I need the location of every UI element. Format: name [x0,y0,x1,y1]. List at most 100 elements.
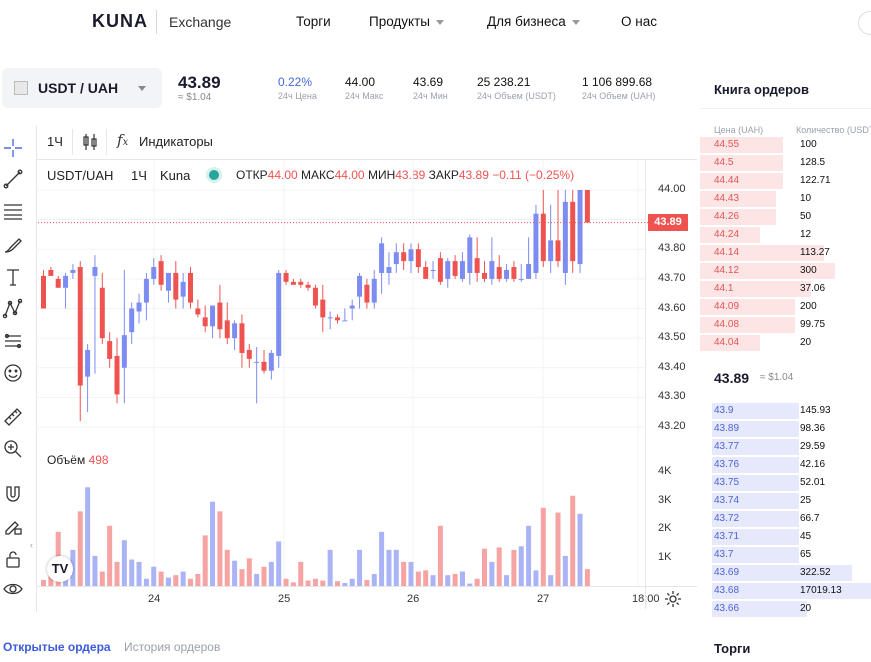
ask-row[interactable]: 44.04 20 [700,334,871,352]
volume-bar [305,580,311,586]
candle-body [210,305,216,327]
order-quantity: 300 [800,265,817,276]
bid-row[interactable]: 43.75 52.01 [712,474,871,492]
depth-bar [712,439,800,455]
candle-body [474,258,480,273]
candle-body [357,275,363,297]
ask-row[interactable]: 44.43 10 [700,190,871,208]
volume-bar [511,549,517,586]
orderbook-qty-header: Количество (USDT) [796,125,871,135]
toolbar-divider [36,126,37,612]
lock-icon[interactable] [0,546,26,572]
ask-row[interactable]: 44.1 37.06 [700,280,871,298]
candle-body [136,302,142,312]
fib-tool-icon[interactable] [0,198,26,224]
order-quantity: 122.71 [800,175,831,186]
depth-bar [700,317,796,333]
bid-row[interactable]: 43.7 65 [712,546,871,564]
toolbar-bottom-border [37,159,697,160]
ask-row[interactable]: 44.24 12 [700,226,871,244]
ask-row[interactable]: 44.09 200 [700,298,871,316]
bid-row[interactable]: 43.77 29.59 [712,438,871,456]
kuna-logo[interactable]: KUNA [92,11,148,31]
order-price: 44.12 [714,265,740,276]
tab-order-history[interactable]: История ордеров [124,640,221,654]
bid-row[interactable]: 43.76 42.16 [712,456,871,474]
magnet-icon[interactable] [0,481,26,507]
bid-row[interactable]: 43.71 45 [712,528,871,546]
ask-row[interactable]: 44.12 300 [700,262,871,280]
tab-open-orders[interactable]: Открытые ордера [3,640,111,654]
orderbook-title: Книга ордеров [714,82,809,97]
bid-row[interactable]: 43.9 145.93 [712,402,871,420]
candle-body [452,261,458,276]
order-price: 44.26 [714,211,740,222]
pair-selector[interactable] [2,68,162,108]
candle-body [467,237,473,273]
volume-bar [379,531,385,586]
candle-body [77,267,83,386]
order-price: 43.72 [714,513,740,524]
order-quantity: 99.75 [800,319,826,330]
bid-row[interactable]: 43.68 17019.13 [712,582,871,600]
candle-body [114,355,120,395]
eye-icon[interactable] [0,576,26,602]
nav-about[interactable]: О нас [621,14,657,29]
legend-ohlc: ОТКР44.00 МАКС44.00 МИН43.89 ЗАКР43.89 −… [236,168,574,182]
ask-row[interactable]: 44.5 128.5 [700,154,871,172]
depth-bar [700,191,777,207]
order-quantity: 322.52 [800,567,831,578]
volume-bar [283,578,289,586]
lock-pencil-icon[interactable] [0,513,26,539]
zoom-in-icon[interactable] [0,436,26,462]
ask-row[interactable]: 44.26 50 [700,208,871,226]
depth-bar [700,245,825,261]
ruler-tool-icon[interactable] [0,404,26,430]
last-price-tag: 43.89 [648,214,688,231]
order-price: 44.43 [714,193,740,204]
ask-row[interactable]: 44.55 100 [700,136,871,154]
indicators-button[interactable]: Индикаторы [139,134,213,149]
candle-body [320,299,326,318]
pattern-tool-icon[interactable] [0,296,26,322]
depth-bar [700,209,777,225]
bid-row[interactable]: 43.72 66.7 [712,510,871,528]
candle-body [85,349,91,377]
emoji-tool-icon[interactable] [0,360,26,386]
nav-trading[interactable]: Торги [296,14,331,29]
depth-bar [712,457,800,473]
legend-low: 43.89 [395,168,426,182]
candle-body [129,308,135,333]
ask-row[interactable]: 44.14 113.27 [700,244,871,262]
nav-products[interactable]: Продукты [369,14,444,29]
gear-icon[interactable] [664,590,682,608]
trendline-tool-icon[interactable] [0,166,26,192]
ask-row[interactable]: 44.44 122.71 [700,172,871,190]
crosshair-tool-icon[interactable] [0,135,26,161]
collapse-toolbar-icon[interactable]: ‹ [30,540,33,550]
volume-bar [393,549,399,586]
bid-row[interactable]: 43.69 322.52 [712,564,871,582]
volume-bar [423,570,429,586]
volume-bar [327,549,333,586]
nav-business[interactable]: Для бизнеса [487,14,580,29]
legend-open: 44.00 [267,168,298,182]
volume-bar [254,573,260,586]
indicators-fx-icon[interactable]: fx [117,131,129,149]
bid-row[interactable]: 43.89 98.36 [712,420,871,438]
bid-row[interactable]: 43.66 20 [712,600,871,618]
brush-tool-icon[interactable] [0,232,26,258]
volume-bar [92,555,98,586]
ask-row[interactable]: 44.08 99.75 [700,316,871,334]
order-price: 43.69 [714,567,740,578]
bid-row[interactable]: 43.74 25 [712,492,871,510]
interval-button[interactable]: 1Ч [47,134,63,149]
prediction-tool-icon[interactable] [0,328,26,354]
tradingview-logo[interactable]: TV [47,556,73,582]
candles-type-icon[interactable] [82,133,98,151]
text-tool-icon[interactable] [0,264,26,290]
candle-body [63,275,69,288]
orderbook-divider [700,108,871,109]
stat-low-value: 43.69 [413,75,444,89]
